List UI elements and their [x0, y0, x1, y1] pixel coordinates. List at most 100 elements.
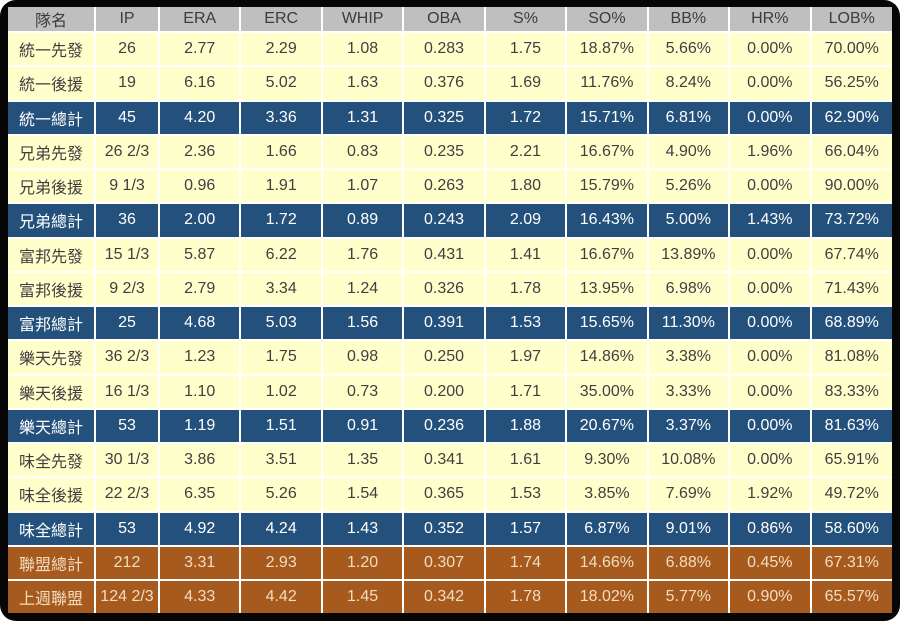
stat-cell: 6.87% [566, 511, 649, 547]
stat-cell: 14.86% [566, 340, 649, 376]
team-label: 富邦先發 [8, 237, 96, 273]
team-label: 統一先發 [8, 32, 96, 68]
stat-cell: 5.03 [240, 306, 323, 342]
stat-cell: 2.29 [240, 32, 323, 68]
stat-cell: 1.69 [484, 66, 568, 102]
stat-cell: 0.391 [403, 306, 486, 342]
stat-cell: 16.67% [566, 134, 649, 171]
stat-cell: 19 [95, 66, 160, 102]
stat-cell: 1.41 [484, 237, 568, 273]
stat-cell: 0.86% [729, 511, 812, 547]
stat-cell: 0.96 [159, 169, 242, 205]
team-label: 上週聯盟 [8, 580, 96, 613]
stat-cell: 9 2/3 [95, 271, 160, 308]
stat-cell: 0.00% [729, 443, 812, 479]
stat-cell: 4.24 [240, 511, 323, 547]
stat-cell: 26 [95, 32, 160, 68]
stat-cell: 25 [95, 306, 160, 342]
stat-cell: 0.00% [729, 340, 812, 376]
stat-cell: 0.341 [403, 443, 486, 479]
stat-cell: 3.34 [240, 271, 323, 308]
stat-cell: 5.26 [240, 477, 323, 513]
stat-cell: 2.79 [159, 271, 242, 308]
stat-cell: 1.43% [729, 203, 812, 239]
stat-cell: 6.35 [159, 477, 242, 513]
team-label: 統一總計 [8, 100, 96, 136]
stat-cell: 1.19 [159, 408, 242, 445]
stat-cell: 1.51 [240, 408, 323, 445]
stat-cell: 53 [95, 408, 160, 445]
stat-cell: 3.37% [647, 408, 731, 445]
stat-cell: 1.76 [321, 237, 405, 273]
stat-cell: 49.72% [810, 477, 892, 513]
stat-cell: 6.81% [647, 100, 731, 136]
stat-cell: 14.66% [566, 545, 649, 582]
stat-cell: 6.88% [647, 545, 731, 582]
stat-cell: 2.93 [240, 545, 323, 582]
column-header: ERC [240, 7, 323, 33]
stat-cell: 35.00% [566, 374, 649, 410]
stat-cell: 1.74 [484, 545, 568, 582]
stat-cell: 16.67% [566, 237, 649, 273]
stat-cell: 81.08% [810, 340, 892, 376]
stat-cell: 53 [95, 511, 160, 547]
stat-cell: 5.02 [240, 66, 323, 102]
stat-cell: 1.91 [240, 169, 323, 205]
stat-cell: 13.89% [647, 237, 731, 273]
stat-cell: 0.376 [403, 66, 486, 102]
stat-cell: 0.325 [403, 100, 486, 136]
stat-cell: 36 2/3 [95, 340, 160, 376]
stat-cell: 0.00% [729, 237, 812, 273]
stat-cell: 0.00% [729, 100, 812, 136]
column-header: HR% [729, 7, 812, 33]
stat-cell: 0.352 [403, 511, 486, 547]
stat-cell: 0.73 [321, 374, 405, 410]
stat-cell: 0.307 [403, 545, 486, 582]
team-label: 味全後援 [8, 477, 96, 513]
stat-cell: 67.31% [810, 545, 892, 582]
stat-cell: 90.00% [810, 169, 892, 205]
stat-cell: 0.283 [403, 32, 486, 68]
stat-cell: 1.88 [484, 408, 568, 445]
stat-cell: 67.74% [810, 237, 892, 273]
table-row: 富邦後援 9 2/3 2.79 3.34 1.24 0.326 1.78 13.95% 6.98… [8, 271, 892, 308]
stat-cell: 9 1/3 [95, 169, 160, 205]
stat-cell: 1.02 [240, 374, 323, 410]
stat-cell: 83.33% [810, 374, 892, 410]
stat-cell: 1.63 [321, 66, 405, 102]
stat-cell: 1.97 [484, 340, 568, 376]
table-row: 味全總計 53 4.92 4.24 1.43 0.352 1.57 6.87% 9.01% 0.8… [8, 511, 892, 547]
stat-cell: 16.43% [566, 203, 649, 239]
table-row: 味全後援 22 2/3 6.35 5.26 1.54 0.365 1.53 3.85% 7.69… [8, 477, 892, 513]
stat-cell: 1.45 [321, 580, 405, 613]
stat-cell: 8.24% [647, 66, 731, 102]
stat-cell: 0.91 [321, 408, 405, 445]
stat-cell: 1.08 [321, 32, 405, 68]
table-row: 上週聯盟 124 2/3 4.33 4.42 1.45 0.342 1.78 18.02% 5.… [8, 580, 892, 613]
table-header: 隊名 IP ERA ERC WHIP OBA S% SO% BB% HR% LOB% [8, 7, 892, 33]
stat-cell: 15 1/3 [95, 237, 160, 273]
stat-cell: 11.30% [647, 306, 731, 342]
stat-cell: 6.98% [647, 271, 731, 308]
stat-cell: 1.96% [729, 134, 812, 171]
stat-cell: 9.01% [647, 511, 731, 547]
stat-cell: 2.00 [159, 203, 242, 239]
stat-cell: 4.20 [159, 100, 242, 136]
stat-cell: 0.00% [729, 32, 812, 68]
stat-cell: 1.07 [321, 169, 405, 205]
stat-cell: 10.08% [647, 443, 731, 479]
stat-cell: 6.22 [240, 237, 323, 273]
stat-cell: 5.66% [647, 32, 731, 68]
table-row: 味全先發 30 1/3 3.86 3.51 1.35 0.341 1.61 9.30% 10.0… [8, 443, 892, 479]
stat-cell: 1.35 [321, 443, 405, 479]
stat-cell: 3.38% [647, 340, 731, 376]
stat-cell: 0.89 [321, 203, 405, 239]
stat-cell: 56.25% [810, 66, 892, 102]
team-label: 兄弟先發 [8, 134, 96, 171]
stat-cell: 1.75 [484, 32, 568, 68]
team-label: 富邦後援 [8, 271, 96, 308]
team-label: 樂天總計 [8, 408, 96, 445]
stat-cell: 1.61 [484, 443, 568, 479]
stat-cell: 15.79% [566, 169, 649, 205]
